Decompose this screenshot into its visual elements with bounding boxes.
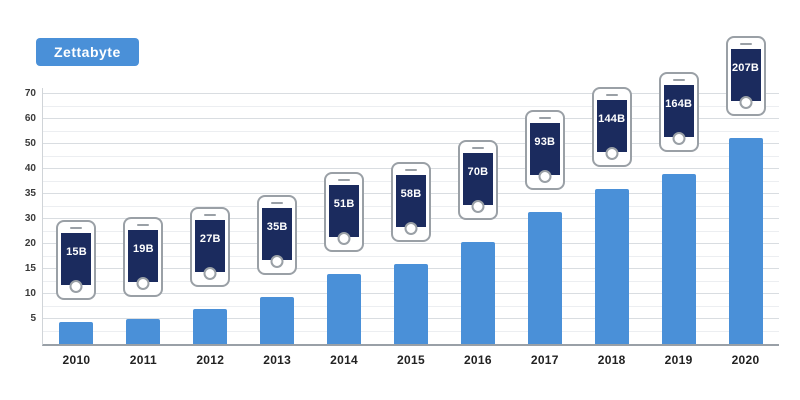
bar-2020 <box>728 137 763 344</box>
x-axis-label-2015: 2015 <box>397 353 425 367</box>
gridline <box>43 105 779 107</box>
phone-2011: 19B <box>123 217 164 297</box>
phone-home-button-icon <box>203 267 217 280</box>
device-count-label: 93B <box>534 135 556 148</box>
phone-speaker-icon <box>70 226 83 229</box>
legend-label: Zettabyte <box>54 44 121 60</box>
y-tick-label: 50 <box>24 138 36 149</box>
bar-2010 <box>59 321 94 344</box>
bar-2018 <box>594 189 629 344</box>
phone-speaker-icon <box>271 201 284 204</box>
device-count-label: 207B <box>731 61 760 74</box>
phone-screen: 35B <box>262 207 293 260</box>
phone-home-button-icon <box>136 277 150 290</box>
y-tick-label: 5 <box>30 313 36 324</box>
phone-home-button-icon <box>471 199 485 213</box>
bar-2015 <box>394 264 428 344</box>
gridline <box>43 155 779 157</box>
phone-screen: 27B <box>195 220 226 272</box>
bar-2012 <box>193 309 228 344</box>
phone-screen: 51B <box>329 185 360 237</box>
bar-2019 <box>661 174 696 344</box>
x-axis-label-2012: 2012 <box>196 353 225 367</box>
phone-speaker-icon <box>672 79 685 81</box>
device-count-label: 51B <box>333 198 355 210</box>
phone-screen: 144B <box>596 100 627 152</box>
phone-speaker-icon <box>204 214 217 216</box>
gridline <box>43 93 779 94</box>
phone-speaker-icon <box>538 116 551 119</box>
bar-2011 <box>126 319 161 344</box>
phone-screen: 93B <box>529 122 560 175</box>
y-tick-label: 40 <box>24 163 36 174</box>
device-count-label: 58B <box>400 188 422 200</box>
phone-screen: 15B <box>61 232 92 285</box>
phone-2012: 27B <box>190 207 231 287</box>
phone-2015: 58B <box>391 162 431 242</box>
x-axis-label-2017: 2017 <box>530 353 559 367</box>
bar-2016 <box>460 241 495 344</box>
bar-2017 <box>527 211 562 344</box>
legend-zettabyte: Zettabyte <box>36 38 139 66</box>
phone-home-button-icon <box>69 279 83 293</box>
device-count-label: 70B <box>467 165 489 178</box>
phone-home-button-icon <box>404 222 418 235</box>
y-tick-label: 35 <box>24 188 36 199</box>
phone-speaker-icon <box>137 224 150 226</box>
x-axis-label-2014: 2014 <box>330 353 359 367</box>
gridline <box>43 143 779 144</box>
x-axis-label-2011: 2011 <box>129 353 157 367</box>
phone-2018: 144B <box>591 87 632 167</box>
plot-area: 5 10 15 20 30 35 40 50 60 70 15B 19B 27B 35B 51B 58B 70… <box>25 35 779 367</box>
x-axis-label-2020: 2020 <box>731 353 760 367</box>
phone-2014: 51B <box>324 172 365 252</box>
device-count-label: 15B <box>66 245 87 258</box>
device-count-label: 144B <box>598 113 626 125</box>
y-tick-label: 60 <box>24 113 36 124</box>
device-count-label: 27B <box>199 233 221 245</box>
bar-2013 <box>260 296 295 344</box>
phone-home-button-icon <box>739 95 753 109</box>
phone-speaker-icon <box>405 169 417 171</box>
phone-2020: 207B <box>725 35 766 116</box>
phone-screen: 58B <box>396 175 426 227</box>
y-tick-label: 70 <box>24 88 36 99</box>
device-count-label: 19B <box>132 243 154 255</box>
y-tick-label: 20 <box>24 238 36 249</box>
phone-2013: 35B <box>257 194 298 275</box>
phone-2019: 164B <box>658 72 699 152</box>
x-axis-label-2019: 2019 <box>664 353 693 367</box>
y-tick-label: 15 <box>24 263 36 274</box>
phone-2017: 93B <box>524 109 565 190</box>
x-axis-label-2010: 2010 <box>62 353 91 367</box>
gridline <box>43 118 779 119</box>
phone-screen: 164B <box>663 85 694 137</box>
x-axis-label-2016: 2016 <box>463 353 492 367</box>
phone-speaker-icon <box>605 94 618 96</box>
gridline <box>43 255 779 257</box>
phone-speaker-icon <box>471 146 484 149</box>
device-count-label: 35B <box>266 220 288 233</box>
phone-screen: 207B <box>730 48 761 101</box>
gridline <box>43 243 779 244</box>
phone-speaker-icon <box>338 179 351 181</box>
y-tick-label: 30 <box>24 213 36 224</box>
gridline <box>43 130 779 132</box>
phone-home-button-icon <box>672 132 686 145</box>
bar-2014 <box>327 274 362 344</box>
phone-home-button-icon <box>605 147 619 160</box>
x-axis-label-2013: 2013 <box>263 353 292 367</box>
phone-speaker-icon <box>739 42 752 45</box>
y-tick-label: 10 <box>24 288 36 299</box>
phone-home-button-icon <box>270 254 284 268</box>
phone-home-button-icon <box>538 169 552 183</box>
phone-home-button-icon <box>337 232 351 245</box>
phone-2010: 15B <box>56 219 97 300</box>
device-count-label: 164B <box>665 98 693 110</box>
x-axis-label-2018: 2018 <box>597 353 626 367</box>
phone-2016: 70B <box>457 139 498 220</box>
phone-screen: 70B <box>462 152 493 205</box>
phone-screen: 19B <box>128 230 159 282</box>
